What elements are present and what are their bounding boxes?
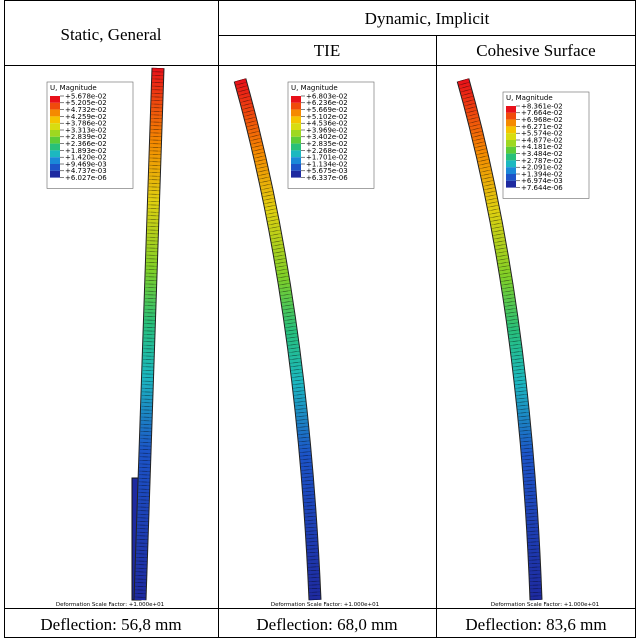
legend-swatch — [506, 146, 516, 154]
legend-label: +6.027e-06 — [65, 174, 107, 182]
legend-label: +1.701e-02 — [306, 154, 348, 162]
legend-label: +4.181e-02 — [521, 143, 563, 151]
legend-label: +1.394e-02 — [521, 170, 563, 178]
legend-label: +4.877e-02 — [521, 136, 563, 144]
header-tie: TIE — [314, 41, 340, 60]
legend-label: +9.469e-03 — [65, 160, 107, 168]
legend-label: +6.803e-02 — [306, 92, 348, 100]
legend-label: +3.313e-02 — [65, 126, 107, 134]
legend-swatch — [291, 157, 301, 164]
legend-swatch — [50, 109, 60, 117]
legend-swatch — [50, 170, 60, 178]
legend-swatch — [506, 140, 516, 147]
legend-label: +4.536e-02 — [306, 120, 348, 128]
legend-label: +5.205e-02 — [65, 99, 107, 107]
header-cohesive: Cohesive Surface — [476, 41, 595, 60]
legend-swatch — [50, 102, 60, 110]
legend-swatch — [291, 170, 301, 178]
legend-label: +7.664e-02 — [521, 109, 563, 117]
legend-label: +6.236e-02 — [306, 99, 348, 107]
legend-title: U, Magnitude — [291, 84, 338, 92]
legend-label: +3.786e-02 — [65, 120, 107, 128]
legend-swatch — [291, 130, 301, 137]
legend-swatch — [50, 157, 60, 164]
legend-label: +7.644e-06 — [521, 184, 563, 192]
scale-factor: Deformation Scale Factor: +1.000e+01 — [271, 602, 379, 608]
legend-swatch — [50, 130, 60, 137]
legend-swatch — [506, 119, 516, 127]
legend-label: +5.669e-02 — [306, 106, 348, 114]
beam — [457, 78, 542, 601]
scale-factor: Deformation Scale Factor: +1.000e+01 — [56, 602, 164, 608]
legend-swatch — [506, 112, 516, 120]
deflection: Deflection: 56,8 mm — [40, 615, 181, 634]
legend-swatch — [50, 150, 60, 158]
beam-mesh — [457, 78, 542, 601]
legend-swatch — [506, 106, 516, 113]
legend-label: +4.259e-02 — [65, 113, 107, 121]
legend-swatch — [291, 123, 301, 130]
legend-label: +1.893e-02 — [65, 147, 107, 155]
legend-label: +5.574e-02 — [521, 130, 563, 138]
legend-label: +1.134e-02 — [306, 160, 348, 168]
legend-swatch — [506, 167, 516, 174]
legend-swatch — [506, 126, 516, 134]
legend-label: +2.091e-02 — [521, 164, 563, 172]
legend-swatch — [50, 164, 60, 171]
deflection: Deflection: 68,0 mm — [256, 615, 397, 634]
legend-swatch — [50, 136, 60, 144]
legend-label: +3.402e-02 — [306, 133, 348, 141]
legend-label: +4.737e-03 — [65, 167, 107, 175]
legend-label: +5.678e-02 — [65, 92, 107, 100]
legend-swatch — [291, 109, 301, 117]
legend-label: +3.969e-02 — [306, 126, 348, 134]
legend-swatch — [506, 174, 516, 181]
legend-swatch — [506, 153, 516, 161]
legend-label: +2.835e-02 — [306, 140, 348, 148]
legend-label: +8.361e-02 — [521, 102, 563, 110]
legend-label: +4.732e-02 — [65, 106, 107, 114]
legend-swatch — [291, 102, 301, 110]
legend-title: U, Magnitude — [50, 84, 97, 92]
legend-swatch — [50, 143, 60, 151]
legend-swatch — [50, 116, 60, 124]
legend-label: +5.102e-02 — [306, 113, 348, 121]
legend-label: +2.268e-02 — [306, 147, 348, 155]
legend-swatch — [291, 143, 301, 151]
beam-mesh — [234, 78, 321, 601]
beam-mesh — [460, 79, 539, 601]
beam — [234, 78, 321, 601]
legend-swatch — [291, 96, 301, 103]
legend-label: +6.968e-02 — [521, 116, 563, 124]
legend-label: +2.787e-02 — [521, 157, 563, 165]
legend-swatch — [50, 96, 60, 103]
legend-label: +3.484e-02 — [521, 150, 563, 158]
legend-swatch — [506, 180, 516, 188]
legend-swatch — [506, 160, 516, 168]
legend-label: +6.337e-06 — [306, 174, 348, 182]
header-static: Static, General — [60, 25, 161, 44]
legend-swatch — [291, 164, 301, 171]
legend-label: +2.839e-02 — [65, 133, 107, 141]
legend-label: +5.675e-03 — [306, 167, 348, 175]
legend-title: U, Magnitude — [506, 94, 553, 102]
deflection: Deflection: 83,6 mm — [465, 615, 606, 634]
legend-label: +2.366e-02 — [65, 140, 107, 148]
legend-swatch — [506, 133, 516, 140]
legend-label: +6.271e-02 — [521, 123, 563, 131]
legend-swatch — [291, 116, 301, 124]
legend-label: +1.420e-02 — [65, 154, 107, 162]
legend-label: +6.974e-03 — [521, 177, 563, 185]
beam — [134, 67, 164, 601]
legend-swatch — [50, 123, 60, 130]
legend-swatch — [291, 150, 301, 158]
legend-swatch — [291, 136, 301, 144]
scale-factor: Deformation Scale Factor: +1.000e+01 — [491, 602, 599, 608]
beam-mesh — [237, 79, 318, 601]
header-dynamic: Dynamic, Implicit — [365, 9, 490, 28]
